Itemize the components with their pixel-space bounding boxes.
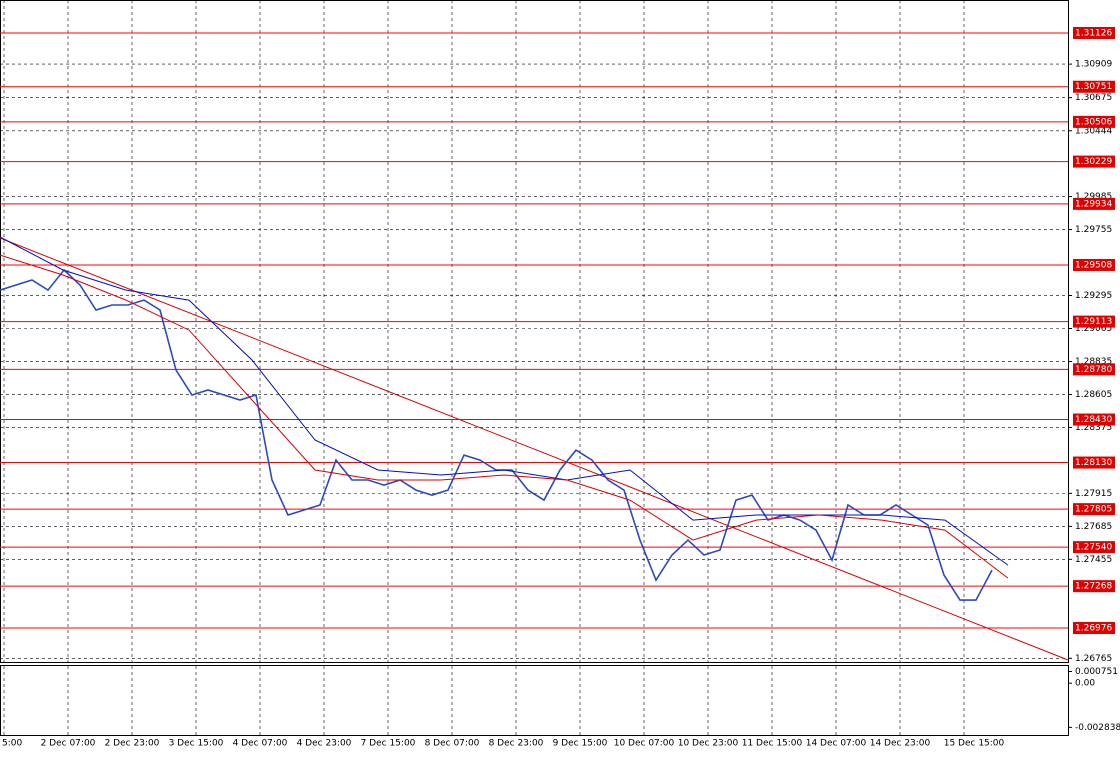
level-label: 1.29113 [1075,317,1112,327]
level-label: 1.26976 [1075,624,1112,634]
level-label: 1.27805 [1075,505,1112,515]
level-label-bg [1073,622,1115,635]
y-tick-label: 1.26765 [1075,654,1112,664]
y-tick-label: 1.27685 [1075,522,1112,532]
main-pane [0,0,1069,663]
x-tick-label: 14 Dec 07:00 [806,739,867,749]
x-tick-label: 2 Dec 07:00 [41,739,96,749]
x-tick-label: 7 Dec 15:00 [361,739,416,749]
y-tick-label: 1.30675 [1075,93,1112,103]
level-label: 1.30506 [1075,117,1112,127]
level-label: 1.27268 [1075,582,1112,592]
y-tick-label: 1.28605 [1075,390,1112,400]
x-tick-label: 4 Dec 07:00 [233,739,288,749]
y-tick-label: 1.30909 [1075,60,1112,70]
macd-tick-label: 0.00 [1075,679,1095,689]
level-label: 1.31126 [1075,28,1112,38]
level-label-bg [1073,155,1115,168]
x-tick-label: 8 Dec 23:00 [489,739,544,749]
x-tick-label: 9 Dec 15:00 [553,739,608,749]
y-tick-label: 1.28835 [1075,357,1112,367]
x-tick-label: 11 Dec 15:00 [742,739,803,749]
level-label: 1.28130 [1075,458,1112,468]
y-tick-label: 1.28375 [1075,423,1112,433]
level-label: 1.28430 [1075,415,1112,425]
x-tick-label: 8 Dec 07:00 [425,739,480,749]
x-tick-label: 4 Dec 23:00 [297,739,352,749]
series-line [0,254,1009,579]
x-tick-label: 15 Dec 15:00 [944,739,1005,749]
level-label: 1.30751 [1075,82,1112,92]
level-label: 1.29934 [1075,199,1112,209]
x-tick-label: 5:00 [2,739,22,749]
x-tick-label: 2 Dec 23:00 [105,739,160,749]
y-tick-label: 1.29755 [1075,225,1112,235]
level-label-bg [1073,363,1115,376]
x-tick-label: 10 Dec 07:00 [614,739,675,749]
level-label-bg [1073,503,1115,516]
level-label-bg [1073,456,1115,469]
level-label-bg [1073,580,1115,593]
level-label: 1.30229 [1075,157,1112,167]
level-label-bg [1073,315,1115,328]
level-label-bg [1073,26,1115,39]
level-label-bg [1073,197,1115,210]
level-label: 1.27540 [1075,543,1112,553]
level-label-bg [1073,115,1115,128]
y-tick-label: 1.29295 [1075,291,1112,301]
level-label: 1.29508 [1075,260,1112,270]
x-tick-label: 3 Dec 15:00 [169,739,224,749]
trendline [0,237,1069,661]
series-line [0,268,993,601]
macd-tick-label: -0.002838 [1075,723,1120,733]
series-line [0,236,1009,566]
x-tick-label: 14 Dec 23:00 [870,739,931,749]
y-tick-label: 1.29065 [1075,324,1112,334]
y-tick-label: 1.27915 [1075,489,1112,499]
x-tick-label: 10 Dec 23:00 [678,739,739,749]
level-label-bg [1073,258,1115,271]
level-label: 1.28780 [1075,365,1112,375]
y-tick-label: 1.29985 [1075,192,1112,202]
y-tick-label: 1.30444 [1075,126,1112,136]
y-tick-label: 1.27455 [1075,555,1112,565]
macd-pane [0,665,1069,736]
macd-tick-label: 0.000751 [1075,667,1118,677]
level-label-bg [1073,541,1115,554]
level-label-bg [1073,80,1115,93]
level-label-bg [1073,413,1115,426]
